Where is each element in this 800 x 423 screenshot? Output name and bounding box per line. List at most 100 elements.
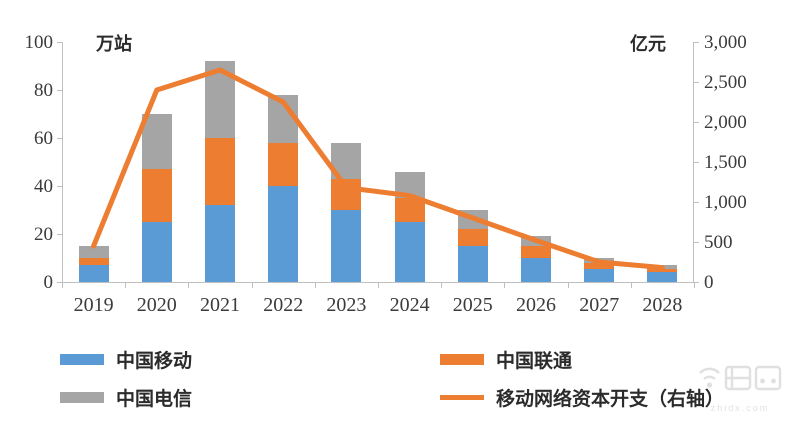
right-axis-tick-label: 3,000 [704, 32, 747, 53]
chart-legend: 中国移动中国电信 中国联通移动网络资本开支（右轴） [52, 344, 752, 414]
bar-segment [457, 246, 488, 282]
bar-segment [584, 268, 615, 282]
x-axis-tick-label: 2028 [642, 294, 683, 316]
right-axis-tick [694, 202, 699, 203]
legend-item[interactable]: 中国联通 [440, 346, 572, 373]
left-axis-tick-label: 20 [34, 224, 53, 245]
bar-segment [521, 246, 551, 258]
x-axis-tick [567, 282, 569, 288]
right-axis-tick [694, 122, 699, 123]
right-axis-tick-label: 0 [704, 272, 714, 293]
legend-item-label: 移动网络资本开支（右轴） [496, 389, 725, 410]
right-axis-tick-label: 2,000 [704, 112, 747, 133]
bar-segment [584, 258, 615, 263]
right-axis-tick-label: 500 [704, 232, 733, 253]
x-axis-tick-label: 2023 [326, 294, 367, 316]
x-axis-tick [694, 282, 695, 288]
legend-item-label: 中国移动 [116, 351, 193, 372]
bar-segment [331, 210, 362, 282]
left-axis-tick [57, 186, 62, 187]
legend-item[interactable]: 中国电信 [60, 384, 192, 411]
right-axis-unit-label: 亿元 [630, 34, 666, 54]
legend-item-label: 中国电信 [116, 389, 193, 410]
legend-box-icon [440, 354, 484, 365]
bar-segment [394, 222, 425, 282]
x-axis-tick-label: 2026 [516, 294, 556, 316]
bar-segment [268, 186, 299, 282]
right-axis-tick [694, 242, 699, 243]
x-axis-tick-label: 2021 [200, 294, 240, 316]
right-axis-line [693, 42, 694, 282]
bar-segment [647, 272, 678, 282]
bar-stack [78, 42, 109, 282]
left-axis-tick-label: 40 [34, 176, 53, 197]
bar-segment [394, 171, 425, 198]
x-axis-tick [62, 282, 63, 288]
bar-segment [584, 262, 615, 269]
left-axis-tick [57, 282, 62, 283]
bar-segment [457, 210, 488, 230]
right-axis-tick-label: 1,500 [704, 152, 747, 173]
legend-item[interactable]: 移动网络资本开支（右轴） [440, 384, 724, 411]
bar-segment [268, 94, 299, 143]
x-axis-tick [630, 282, 632, 288]
right-axis-tick-label: 2,500 [704, 72, 747, 93]
bar-stack [268, 42, 299, 282]
bar-segment [205, 61, 235, 138]
x-axis-tick [314, 282, 316, 288]
x-axis-tick-label: 2020 [136, 294, 177, 316]
right-axis-tick [694, 82, 699, 83]
bar-stack [141, 42, 172, 282]
x-axis-tick [251, 282, 253, 288]
right-axis-tick [694, 42, 699, 43]
legend-item-label: 中国联通 [496, 351, 573, 372]
x-axis-tick-label: 2022 [263, 294, 304, 316]
left-axis-tick-label: 0 [43, 272, 54, 293]
x-axis-tick [125, 282, 127, 288]
x-axis-tick [378, 282, 379, 288]
left-axis-tick [57, 234, 62, 235]
bar-stack [331, 42, 362, 282]
right-axis-tick [694, 282, 699, 283]
bar-segment [141, 169, 172, 222]
left-axis-tick [57, 42, 62, 43]
left-axis-tick-label: 80 [34, 80, 53, 101]
left-axis-line [62, 42, 63, 282]
bar-segment [647, 265, 678, 269]
bar-segment [78, 246, 109, 258]
x-axis-tick-label: 2019 [73, 294, 114, 316]
plot-area: 0 20 40 60 80 100 0 500 1,000 1,500 2,000 2,500 3,0… [25, 33, 747, 316]
left-axis-tick [57, 90, 62, 91]
x-axis-tick [441, 282, 443, 288]
bar-segment [331, 178, 362, 210]
bar-stack [521, 42, 551, 282]
bar-segment [521, 236, 551, 246]
bar-segment [141, 114, 172, 170]
legend-box-icon [60, 392, 104, 403]
legend-item[interactable]: 中国移动 [60, 346, 192, 373]
left-axis-tick-label: 100 [24, 32, 54, 53]
capex-line [91, 67, 665, 271]
right-axis-tick-label: 1,000 [704, 192, 747, 213]
legend-line-icon [440, 395, 484, 400]
x-axis-tick-label: 2024 [389, 294, 430, 316]
x-axis-tick-label: 2025 [452, 294, 493, 316]
bar-segment [78, 258, 109, 266]
bar-segment [141, 222, 172, 282]
bar-stack [584, 42, 615, 282]
x-axis-tick [188, 282, 190, 288]
bar-segment [268, 142, 299, 186]
bar-stack [394, 42, 425, 282]
x-axis-tick-label: 2027 [579, 294, 620, 316]
bar-segment [457, 229, 488, 246]
bar-segment [394, 198, 425, 222]
x-axis-tick [504, 282, 506, 288]
bar-stack [205, 42, 235, 282]
bar-segment [78, 265, 109, 282]
left-axis-tick [57, 138, 62, 139]
left-axis-unit-label: 万站 [96, 34, 132, 54]
bar-segment [205, 138, 235, 206]
right-axis-tick [694, 162, 699, 163]
bar-stack [457, 42, 488, 282]
